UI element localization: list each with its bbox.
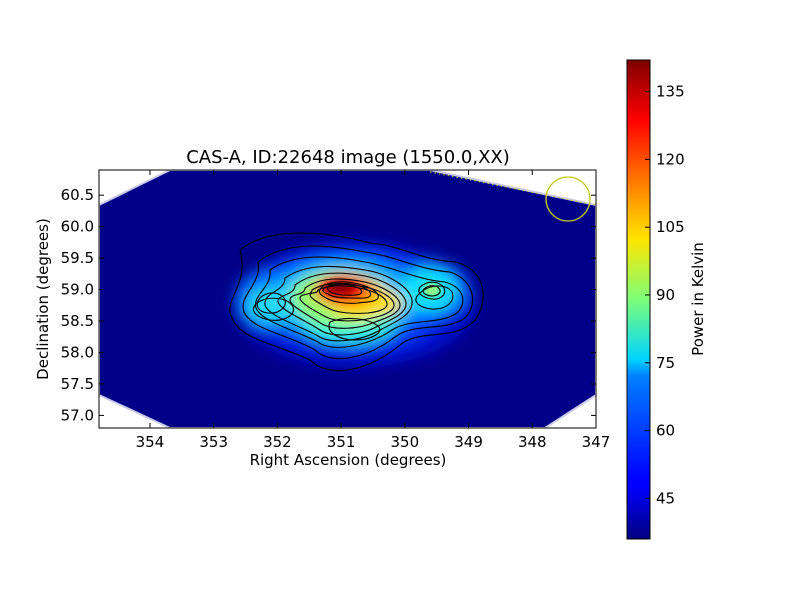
x-axis-label: Right Ascension (degrees) (250, 451, 447, 469)
plot-frame (98, 169, 597, 429)
colorbar-tick-label: 105 (656, 218, 685, 236)
y-tick-label: 57.5 (61, 375, 94, 393)
colorbar-tick-label: 90 (656, 286, 675, 304)
x-tick-label: 349 (454, 433, 483, 451)
dotted-track (429, 171, 596, 206)
y-tick-label: 58.5 (61, 312, 94, 330)
x-tick-label: 351 (327, 433, 356, 451)
y-tick-label: 59.5 (61, 249, 94, 267)
x-tick-label: 350 (391, 433, 420, 451)
beam-circle (545, 176, 591, 222)
colorbar-tick-label: 60 (656, 422, 675, 440)
x-tick-label: 353 (199, 433, 228, 451)
chart-title: CAS-A, ID:22648 image (1550.0,XX) (186, 147, 510, 168)
y-axis-label: Declination (degrees) (34, 218, 52, 380)
colorbar-tick-label: 45 (656, 489, 675, 507)
contour-lines (229, 232, 484, 372)
x-tick-label: 354 (136, 433, 165, 451)
colorbar-tick-label: 135 (656, 83, 685, 101)
y-tick-label: 60.0 (61, 218, 94, 236)
x-tick-label: 352 (263, 433, 292, 451)
x-tick-label: 347 (582, 433, 611, 451)
y-tick-label: 59.0 (61, 281, 94, 299)
y-tick-label: 57.0 (61, 406, 94, 424)
heatmap-image (99, 170, 596, 428)
y-tick-label: 58.0 (61, 343, 94, 361)
colorbar-tick-label: 75 (656, 354, 675, 372)
colorbar-label: Power in Kelvin (689, 242, 707, 356)
y-axis: 57.0 57.5 58.0 58.5 59.0 59.5 60.0 60.5 (61, 186, 596, 424)
colorbar-tick-label: 120 (656, 150, 685, 168)
colorbar-axis: 45 60 75 90 105 120 135 (645, 83, 685, 507)
colorbar (626, 59, 651, 540)
y-tick-label: 60.5 (61, 186, 94, 204)
x-tick-label: 348 (518, 433, 547, 451)
x-axis: 354 353 352 351 350 349 348 347 (136, 170, 611, 451)
